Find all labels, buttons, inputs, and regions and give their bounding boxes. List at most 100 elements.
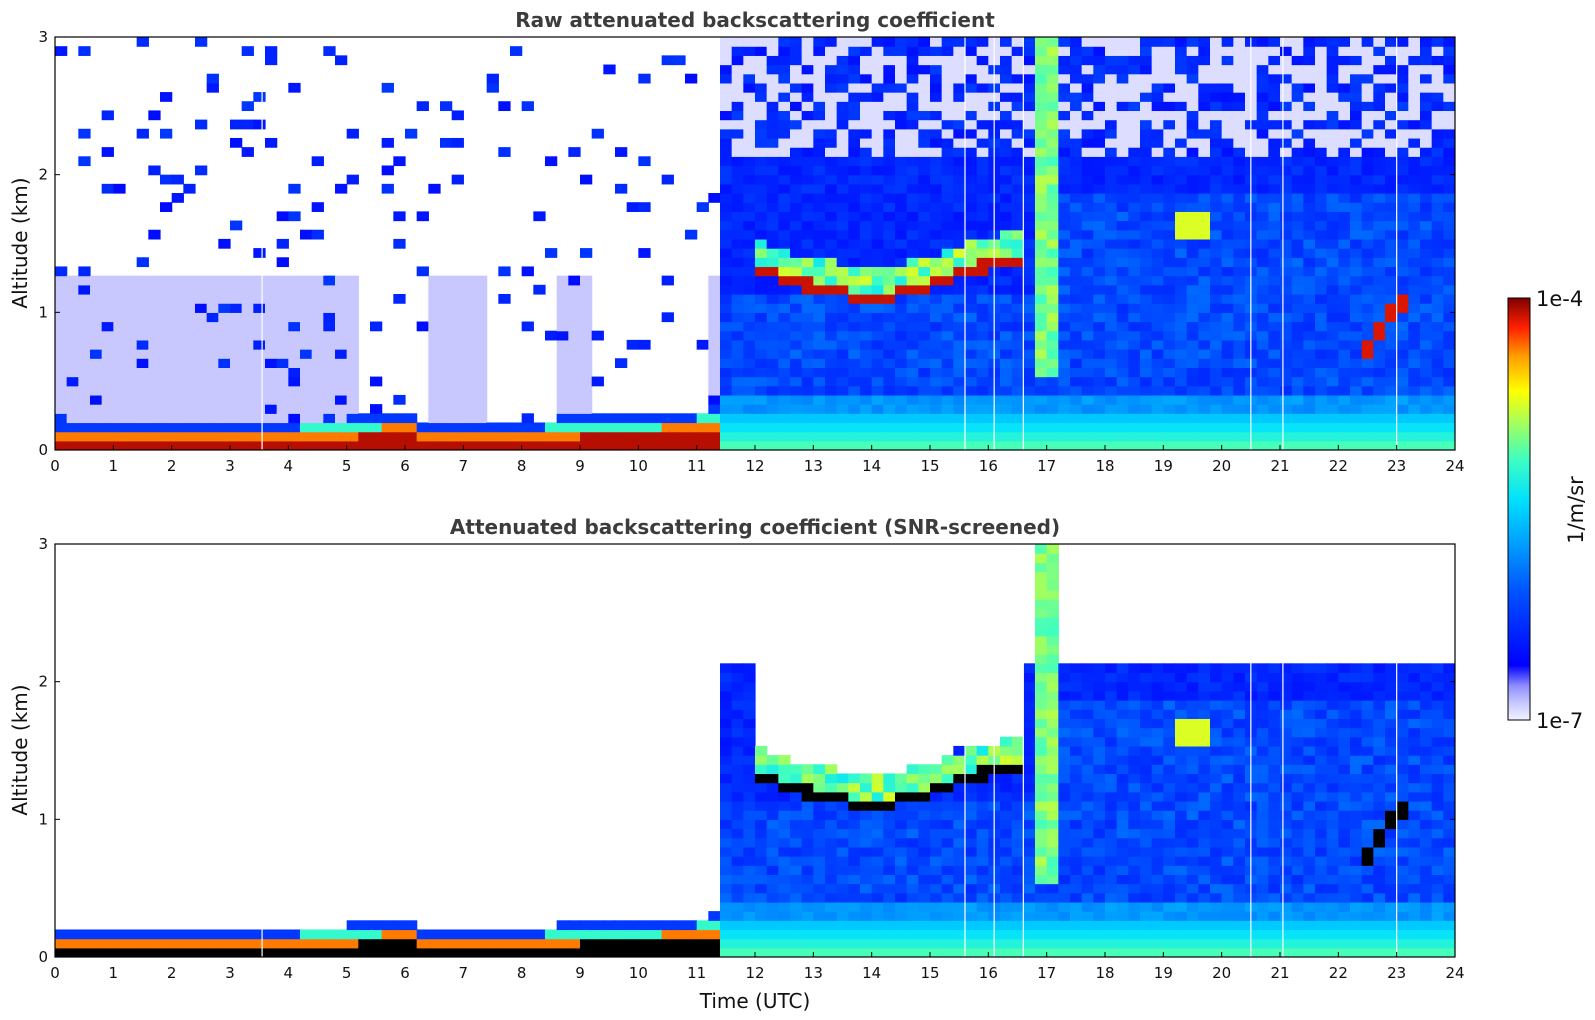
heatmap-cell bbox=[801, 920, 814, 931]
heatmap-cell bbox=[801, 938, 814, 949]
heatmap-cell bbox=[1186, 431, 1199, 442]
heatmap-cell bbox=[1198, 367, 1211, 378]
heatmap-cell bbox=[965, 101, 978, 112]
heatmap-cell bbox=[1338, 64, 1351, 75]
heatmap-cell bbox=[1011, 303, 1024, 313]
heatmap-cell bbox=[918, 349, 931, 359]
heatmap-cell bbox=[1338, 183, 1351, 194]
heatmap-cell bbox=[440, 929, 453, 940]
heatmap-cell bbox=[883, 37, 896, 47]
heatmap-cell bbox=[1023, 147, 1036, 157]
heatmap-cell bbox=[1093, 321, 1106, 332]
heatmap-cell bbox=[825, 321, 838, 332]
heatmap-cell bbox=[1140, 800, 1153, 811]
heatmap-cell bbox=[801, 37, 814, 47]
heatmap-cell bbox=[1256, 73, 1269, 84]
heatmap-cell bbox=[930, 422, 943, 433]
heatmap-cell bbox=[486, 938, 499, 949]
heatmap-cell bbox=[720, 330, 733, 341]
heatmap-cell bbox=[1081, 920, 1094, 931]
heatmap-cell bbox=[871, 856, 884, 866]
heatmap-cell bbox=[1105, 266, 1118, 277]
heatmap-cell bbox=[1373, 257, 1386, 268]
heatmap-cell bbox=[276, 257, 289, 268]
heatmap-cell bbox=[206, 422, 219, 433]
heatmap-cell bbox=[136, 938, 149, 949]
heatmap-cell bbox=[883, 791, 896, 802]
heatmap-cell bbox=[918, 174, 931, 185]
heatmap-cell bbox=[766, 174, 779, 185]
heatmap-cell bbox=[825, 440, 838, 450]
heatmap-cell bbox=[708, 358, 721, 368]
heatmap-cell bbox=[428, 929, 441, 940]
heatmap-cell bbox=[1385, 46, 1398, 56]
heatmap-cell bbox=[720, 211, 733, 222]
heatmap-cell bbox=[230, 376, 243, 387]
heatmap-cell bbox=[825, 82, 838, 93]
heatmap-cell bbox=[1350, 330, 1363, 341]
heatmap-cell bbox=[918, 110, 931, 121]
heatmap-cell bbox=[976, 82, 989, 93]
heatmap-cell bbox=[848, 358, 861, 368]
heatmap-cell bbox=[545, 330, 558, 341]
heatmap-cell bbox=[1326, 229, 1339, 240]
heatmap-cell bbox=[755, 376, 768, 387]
heatmap-cell bbox=[183, 938, 196, 949]
heatmap-cell bbox=[720, 385, 733, 396]
heatmap-cell bbox=[1385, 266, 1398, 277]
heatmap-cell bbox=[1023, 284, 1036, 295]
heatmap-cell bbox=[125, 394, 138, 405]
heatmap-cell bbox=[825, 137, 838, 148]
heatmap-cell bbox=[1175, 284, 1188, 295]
heatmap-cell bbox=[976, 147, 989, 157]
heatmap-cell bbox=[743, 663, 756, 674]
heatmap-cell bbox=[171, 339, 184, 350]
heatmap-cell bbox=[475, 275, 488, 286]
heatmap-cell bbox=[1128, 147, 1141, 157]
heatmap-cell bbox=[1280, 358, 1293, 368]
heatmap-cell bbox=[766, 911, 779, 921]
heatmap-cell bbox=[1058, 330, 1071, 341]
heatmap-cell bbox=[720, 165, 733, 176]
heatmap-cell bbox=[941, 330, 954, 341]
heatmap-cell bbox=[1303, 284, 1316, 295]
heatmap-cell bbox=[965, 911, 978, 921]
heatmap-cell bbox=[1408, 339, 1421, 350]
heatmap-cell bbox=[580, 938, 593, 949]
heatmap-cell bbox=[78, 266, 91, 277]
heatmap-cell bbox=[1256, 202, 1269, 212]
heatmap-cell bbox=[1350, 266, 1363, 277]
heatmap-cell bbox=[1105, 92, 1118, 102]
heatmap-cell bbox=[1443, 64, 1455, 75]
heatmap-cell bbox=[1081, 358, 1094, 368]
heatmap-cell bbox=[1128, 92, 1141, 102]
heatmap-cell bbox=[743, 819, 756, 830]
heatmap-cell bbox=[976, 856, 989, 866]
heatmap-cell bbox=[895, 800, 908, 811]
heatmap-cell bbox=[1070, 404, 1083, 414]
heatmap-cell bbox=[1116, 73, 1129, 84]
heatmap-cell bbox=[393, 413, 406, 424]
heatmap-cell bbox=[393, 211, 406, 222]
heatmap-cell bbox=[253, 275, 266, 286]
heatmap-cell bbox=[90, 385, 103, 396]
heatmap-cell bbox=[790, 156, 803, 167]
heatmap-cell bbox=[218, 440, 231, 450]
heatmap-cell bbox=[171, 293, 184, 304]
heatmap-cell bbox=[1315, 55, 1328, 66]
heatmap-cell bbox=[1011, 791, 1024, 802]
heatmap-cell bbox=[603, 938, 616, 949]
heatmap-cell bbox=[335, 275, 348, 286]
heatmap-cell bbox=[930, 137, 943, 148]
heatmap-cell bbox=[603, 431, 616, 442]
heatmap-cell bbox=[1116, 663, 1129, 674]
heatmap-cell bbox=[171, 321, 184, 332]
heatmap-cell bbox=[673, 938, 686, 949]
heatmap-cell bbox=[55, 385, 68, 396]
heatmap-cell bbox=[953, 929, 966, 940]
heatmap-cell bbox=[66, 303, 79, 313]
heatmap-cell bbox=[1256, 55, 1269, 66]
heatmap-cell bbox=[953, 883, 966, 894]
heatmap-cell bbox=[405, 422, 418, 433]
heatmap-cell bbox=[1070, 92, 1083, 102]
